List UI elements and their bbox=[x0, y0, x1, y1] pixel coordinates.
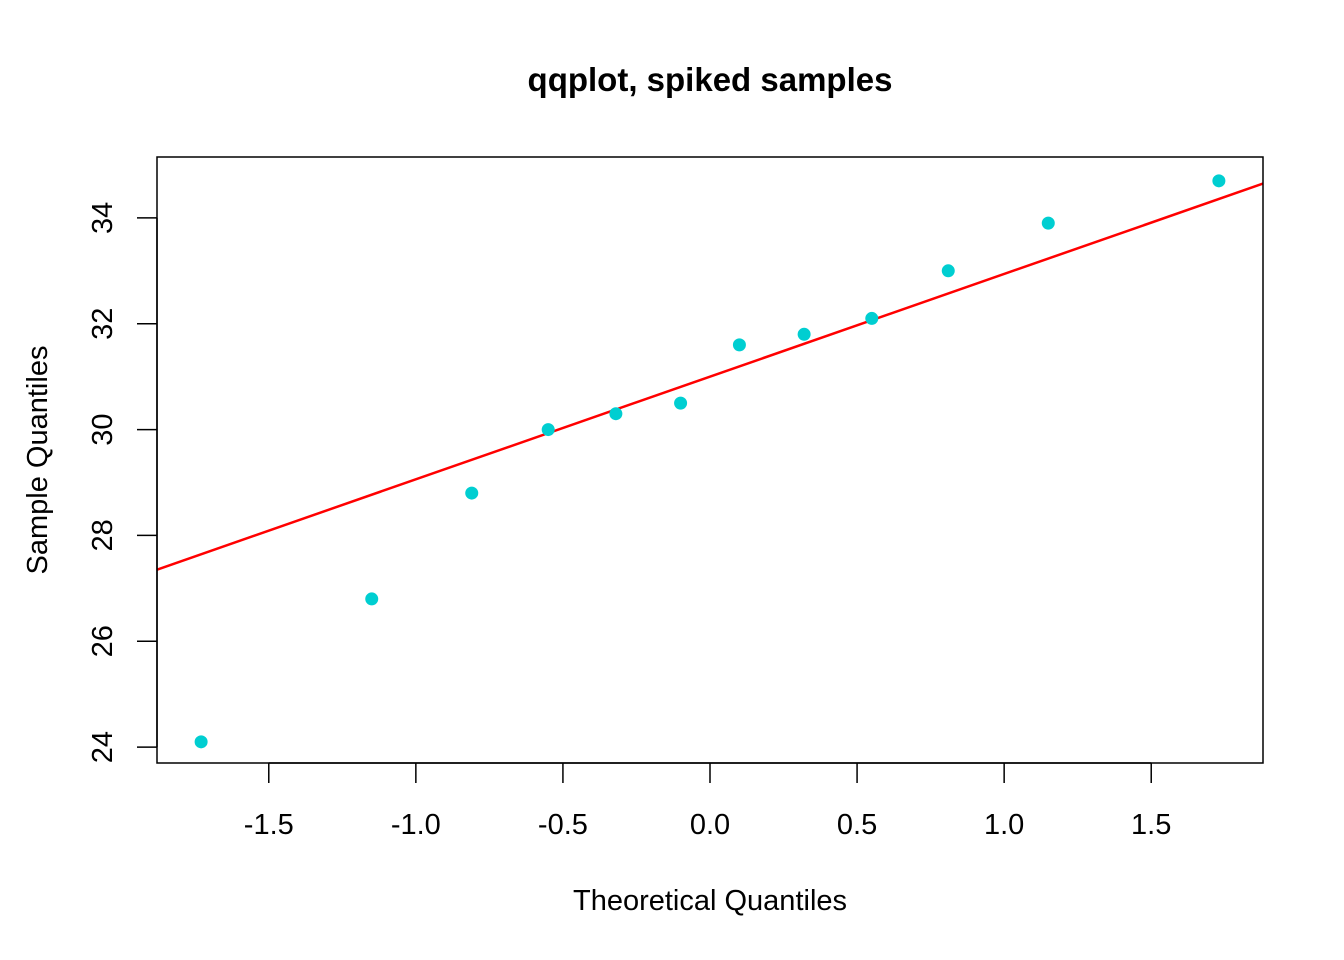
data-point bbox=[1041, 216, 1055, 230]
x-axis: -1.5 -1.0 -0.5 0.0 0.5 1.0 1.5 bbox=[244, 762, 1171, 841]
data-point bbox=[465, 486, 479, 500]
x-tick-label: -1.0 bbox=[391, 809, 441, 841]
y-axis: 24 26 28 30 32 34 bbox=[87, 202, 158, 763]
y-tick-label: 26 bbox=[87, 625, 119, 657]
data-point bbox=[732, 338, 746, 352]
data-point bbox=[1212, 174, 1226, 188]
qq-reference-line bbox=[157, 182, 1263, 571]
plot-frame bbox=[156, 156, 1264, 764]
y-tick-label: 32 bbox=[87, 308, 119, 340]
data-point bbox=[365, 592, 379, 606]
x-tick-label: 0.0 bbox=[690, 809, 730, 841]
data-point bbox=[865, 311, 879, 325]
data-point bbox=[541, 423, 555, 437]
reference-line-layer bbox=[157, 182, 1263, 571]
y-tick-label: 24 bbox=[87, 731, 119, 763]
data-point bbox=[941, 264, 955, 278]
x-tick-label: 1.0 bbox=[984, 809, 1024, 841]
y-axis-title: Sample Quantiles bbox=[22, 346, 54, 575]
data-point bbox=[797, 327, 811, 341]
y-tick-label: 34 bbox=[87, 202, 119, 234]
data-point bbox=[674, 396, 688, 410]
data-point bbox=[194, 735, 208, 749]
x-tick-label: -1.5 bbox=[244, 809, 294, 841]
x-tick-label: 1.5 bbox=[1131, 809, 1171, 841]
data-point bbox=[609, 407, 623, 421]
chart-title: qqplot, spiked samples bbox=[528, 61, 893, 98]
x-axis-title: Theoretical Quantiles bbox=[573, 885, 847, 917]
y-tick-label: 28 bbox=[87, 519, 119, 551]
points-layer bbox=[194, 174, 1226, 749]
y-tick-label: 30 bbox=[87, 413, 119, 445]
x-tick-label: -0.5 bbox=[538, 809, 588, 841]
x-tick-label: 0.5 bbox=[837, 809, 877, 841]
